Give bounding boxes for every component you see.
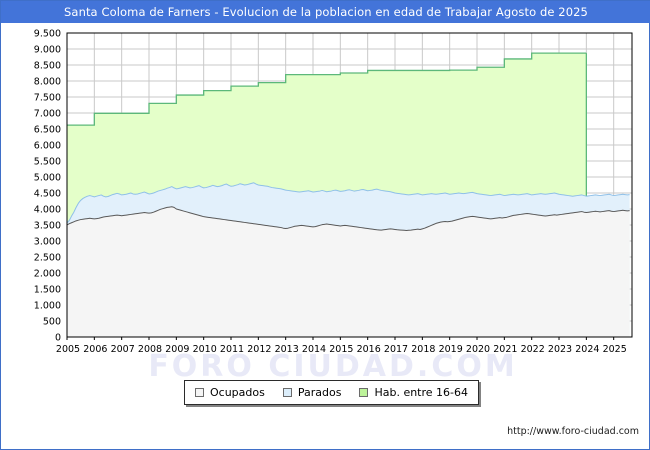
plot-area-border xyxy=(66,32,633,338)
svg-text:2012: 2012 xyxy=(247,344,271,355)
svg-text:7.000: 7.000 xyxy=(34,109,61,120)
legend-item-ocupados[interactable]: Ocupados xyxy=(195,386,265,399)
svg-text:500: 500 xyxy=(43,317,61,328)
svg-text:8.000: 8.000 xyxy=(34,77,61,88)
svg-text:2005: 2005 xyxy=(56,344,80,355)
x-axis-labels: 2005 2006 2007 2008 2009 2010 2011 2012 2013 2014… xyxy=(56,344,627,355)
svg-text:4.500: 4.500 xyxy=(34,189,61,200)
svg-text:5.000: 5.000 xyxy=(34,173,61,184)
svg-text:2016: 2016 xyxy=(357,344,381,355)
chart-canvas: 0 500 1.000 1.500 2.000 2.500 3.000 3.500 4.000 4… xyxy=(1,23,649,449)
svg-text:9.000: 9.000 xyxy=(34,45,61,56)
svg-text:6.500: 6.500 xyxy=(34,125,61,136)
svg-text:2.500: 2.500 xyxy=(34,253,61,264)
svg-text:2021: 2021 xyxy=(493,344,517,355)
svg-text:0: 0 xyxy=(55,333,61,344)
source-url[interactable]: http://www.foro-ciudad.com xyxy=(507,426,639,437)
svg-text:2019: 2019 xyxy=(439,344,463,355)
y-axis-labels: 0 500 1.000 1.500 2.000 2.500 3.000 3.500 4.000 4… xyxy=(34,29,61,344)
svg-text:2007: 2007 xyxy=(111,344,135,355)
chart-legend: Ocupados Parados Hab. entre 16-64 xyxy=(184,380,480,405)
svg-text:2008: 2008 xyxy=(138,344,162,355)
svg-text:8.500: 8.500 xyxy=(34,61,61,72)
svg-text:2.000: 2.000 xyxy=(34,269,61,280)
page-title: Santa Coloma de Farners - Evolucion de l… xyxy=(64,5,588,19)
svg-text:6.000: 6.000 xyxy=(34,141,61,152)
legend-label-habitantes: Hab. entre 16-64 xyxy=(374,386,469,399)
svg-text:2013: 2013 xyxy=(275,344,299,355)
svg-text:2025: 2025 xyxy=(603,344,627,355)
legend-label-parados: Parados xyxy=(297,386,342,399)
legend-swatch-habitantes xyxy=(359,388,369,397)
svg-text:2014: 2014 xyxy=(302,344,326,355)
legend-item-habitantes[interactable]: Hab. entre 16-64 xyxy=(359,386,468,399)
svg-text:1.500: 1.500 xyxy=(34,285,61,296)
svg-text:2018: 2018 xyxy=(411,344,435,355)
legend-label-ocupados: Ocupados xyxy=(210,386,265,399)
svg-text:2020: 2020 xyxy=(466,344,490,355)
svg-text:2023: 2023 xyxy=(548,344,572,355)
svg-text:2011: 2011 xyxy=(220,344,244,355)
window-title-bar: Santa Coloma de Farners - Evolucion de l… xyxy=(1,1,650,23)
svg-text:2010: 2010 xyxy=(193,344,217,355)
svg-text:3.500: 3.500 xyxy=(34,221,61,232)
svg-text:5.500: 5.500 xyxy=(34,157,61,168)
legend-swatch-parados xyxy=(282,388,292,397)
svg-text:2015: 2015 xyxy=(329,344,353,355)
svg-text:2017: 2017 xyxy=(384,344,408,355)
svg-text:2022: 2022 xyxy=(521,344,545,355)
population-evolution-chart: 0 500 1.000 1.500 2.000 2.500 3.000 3.500 4.000 4… xyxy=(34,29,633,355)
legend-item-parados[interactable]: Parados xyxy=(282,386,342,399)
svg-text:4.000: 4.000 xyxy=(34,205,61,216)
svg-text:2009: 2009 xyxy=(165,344,189,355)
svg-text:7.500: 7.500 xyxy=(34,93,61,104)
svg-text:2006: 2006 xyxy=(83,344,107,355)
svg-text:1.000: 1.000 xyxy=(34,301,61,312)
svg-text:9.500: 9.500 xyxy=(34,29,61,40)
legend-swatch-ocupados xyxy=(195,388,204,397)
chart-series-layer xyxy=(66,52,630,337)
svg-text:3.000: 3.000 xyxy=(34,237,61,248)
svg-text:2024: 2024 xyxy=(575,344,599,355)
